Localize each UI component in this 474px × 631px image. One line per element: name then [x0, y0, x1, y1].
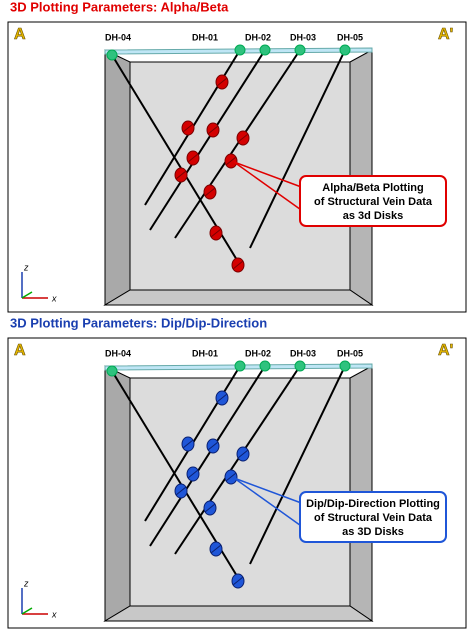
- callout-text: as 3d Disks: [343, 210, 404, 222]
- callout-pointer: [233, 477, 305, 529]
- left-wall: [104, 365, 131, 622]
- section-end: A': [438, 26, 453, 43]
- collar: [259, 44, 271, 56]
- callout-text: Alpha/Beta Plotting: [322, 182, 423, 194]
- vein-disk-trace: [182, 123, 194, 133]
- hole-label: DH-02: [245, 348, 271, 358]
- vein-disk-trace: [232, 576, 244, 586]
- drill-hole: [249, 49, 346, 249]
- vein-disk-trace: [204, 187, 216, 197]
- callout-box: [299, 175, 447, 227]
- vein-disk-trace: [225, 156, 237, 166]
- vein-disk-trace: [216, 393, 228, 403]
- hole-label: DH-03: [290, 32, 316, 42]
- axis-z-label: z: [23, 578, 29, 588]
- vein-disk-trace: [207, 125, 219, 135]
- axis-y: [21, 607, 33, 615]
- callout-text: of Structural Vein Data: [314, 196, 433, 208]
- panel-title: 3D Plotting Parameters: Alpha/Beta: [10, 0, 229, 14]
- vein-disk-trace: [216, 77, 228, 87]
- drill-hole: [174, 365, 301, 555]
- collar: [106, 365, 118, 377]
- callout-pointer: [233, 477, 305, 505]
- callout-pointer: [233, 161, 305, 213]
- vein-disk-trace: [175, 170, 187, 180]
- vein-disk-trace: [175, 486, 187, 496]
- collar: [339, 44, 351, 56]
- callout-box: [299, 491, 447, 543]
- collar: [339, 360, 351, 372]
- vein-disk-trace: [237, 133, 249, 143]
- callout-text: as 3D Disks: [342, 526, 404, 538]
- axis-x-label: x: [51, 293, 57, 303]
- floor: [103, 289, 374, 306]
- collar: [234, 360, 246, 372]
- vein-disk-trace: [204, 503, 216, 513]
- floor: [103, 605, 374, 622]
- hole-label: DH-01: [192, 348, 218, 358]
- vein-disk-trace: [210, 228, 222, 238]
- hole-label: DH-05: [337, 32, 363, 42]
- hole-label: DH-04: [105, 348, 131, 358]
- vein-disk-trace: [187, 469, 199, 479]
- drill-hole: [249, 365, 346, 565]
- drill-hole: [174, 49, 301, 239]
- hole-label: DH-03: [290, 348, 316, 358]
- panel-title: 3D Plotting Parameters: Dip/Dip-Directio…: [10, 315, 267, 330]
- left-wall: [104, 49, 131, 306]
- collar: [106, 49, 118, 61]
- vein-disk-trace: [225, 472, 237, 482]
- hole-label: DH-05: [337, 348, 363, 358]
- callout-text: Dip/Dip-Direction Plotting: [306, 498, 440, 510]
- callout-pointer: [233, 161, 305, 189]
- hole-label: DH-02: [245, 32, 271, 42]
- section-start: A: [14, 342, 26, 359]
- vein-disk-trace: [232, 260, 244, 270]
- vein-disk-trace: [237, 449, 249, 459]
- collar: [259, 360, 271, 372]
- drill-hole: [149, 49, 266, 231]
- callout-text: of Structural Vein Data: [314, 512, 433, 524]
- section-start: A: [14, 26, 26, 43]
- hole-label: DH-04: [105, 32, 131, 42]
- collar: [294, 44, 306, 56]
- hole-label: DH-01: [192, 32, 218, 42]
- panel: 3D Plotting Parameters: Alpha/Beta DH-04 D…: [7, 0, 467, 313]
- axis-z-label: z: [23, 262, 29, 272]
- section-end: A': [438, 342, 453, 359]
- vein-disk-trace: [182, 439, 194, 449]
- collar: [294, 360, 306, 372]
- drill-hole: [149, 365, 266, 547]
- axis-x-label: x: [51, 609, 57, 619]
- panel: 3D Plotting Parameters: Dip/Dip-Directio…: [7, 315, 467, 629]
- axis-y: [21, 291, 33, 299]
- collar: [234, 44, 246, 56]
- vein-disk-trace: [187, 153, 199, 163]
- vein-disk-trace: [210, 544, 222, 554]
- vein-disk-trace: [207, 441, 219, 451]
